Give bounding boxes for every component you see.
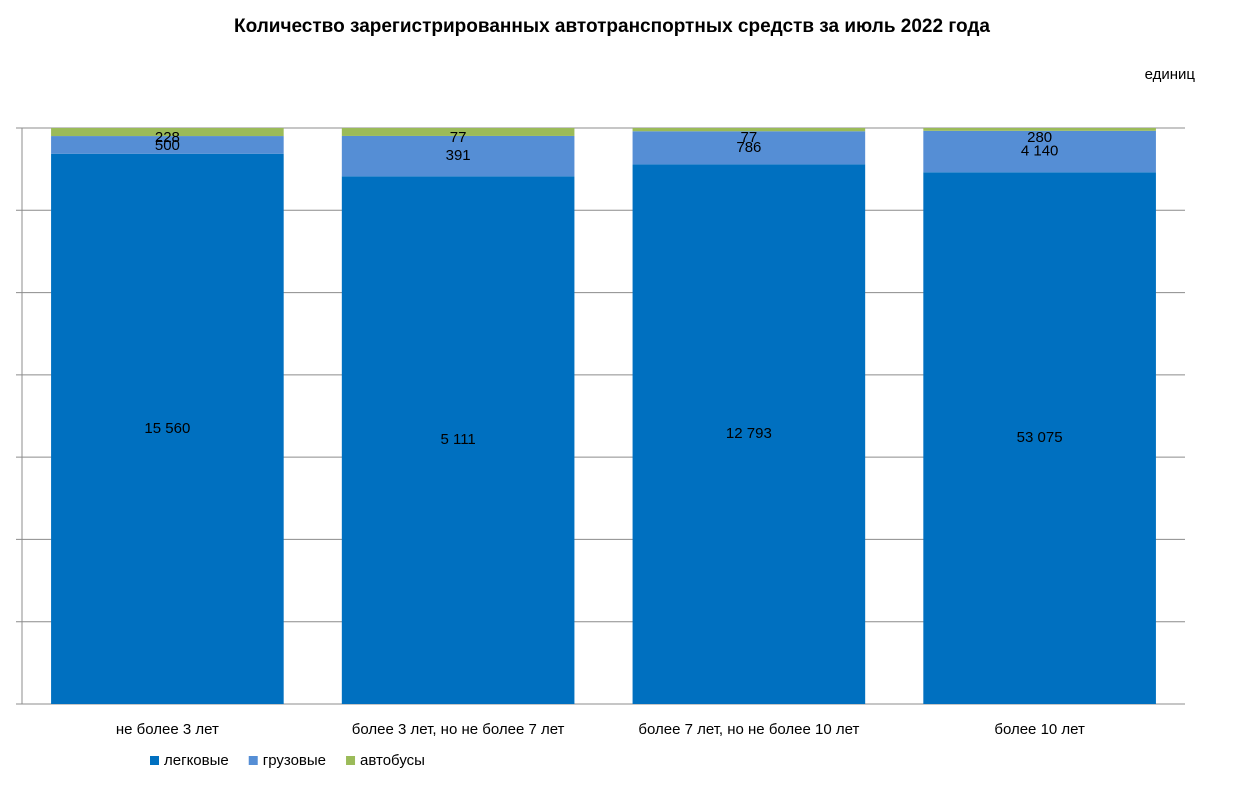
bar-segment (341, 128, 575, 136)
bar-segment (923, 128, 1156, 131)
x-tick-label: более 3 лет, но не более 7 лет (352, 721, 565, 738)
bar-segment (923, 172, 1156, 705)
data-label: 228 (155, 129, 180, 146)
data-label: 77 (450, 129, 467, 146)
bar-segment (341, 176, 575, 704)
data-label: 4 140 (1021, 143, 1059, 160)
data-label: 5 111 (440, 431, 475, 448)
legend-swatch (346, 756, 356, 765)
data-label: 15 560 (144, 420, 190, 437)
data-label: 12 793 (726, 425, 772, 442)
legend-label: автобусы (360, 752, 425, 769)
data-label: 77 (741, 129, 758, 146)
bar-segment (51, 128, 284, 137)
data-label: 391 (446, 147, 471, 164)
legend-label: грузовые (263, 752, 326, 769)
x-tick-label: более 10 лет (994, 721, 1085, 738)
data-label: 786 (736, 139, 761, 156)
bar-segment (923, 130, 1156, 173)
bar-segment (51, 153, 284, 704)
chart-title: Количество зарегистрированных автотрансп… (234, 16, 990, 37)
data-label: 53 075 (1017, 429, 1063, 446)
legend-swatch (150, 756, 159, 765)
bar-segment (632, 164, 866, 704)
x-tick-label: не более 3 лет (116, 721, 219, 738)
unit-label: единиц (1145, 66, 1196, 83)
legend-swatch (248, 756, 258, 765)
data-label: 500 (155, 137, 180, 154)
legend-label: легковые (164, 752, 229, 769)
bar-segment (632, 131, 866, 165)
x-tick-label: более 7 лет, но не более 10 лет (638, 721, 859, 738)
bar-segment (51, 136, 284, 154)
data-label: 280 (1027, 129, 1052, 146)
bar-segment (632, 128, 866, 132)
bar-segment (341, 135, 575, 177)
